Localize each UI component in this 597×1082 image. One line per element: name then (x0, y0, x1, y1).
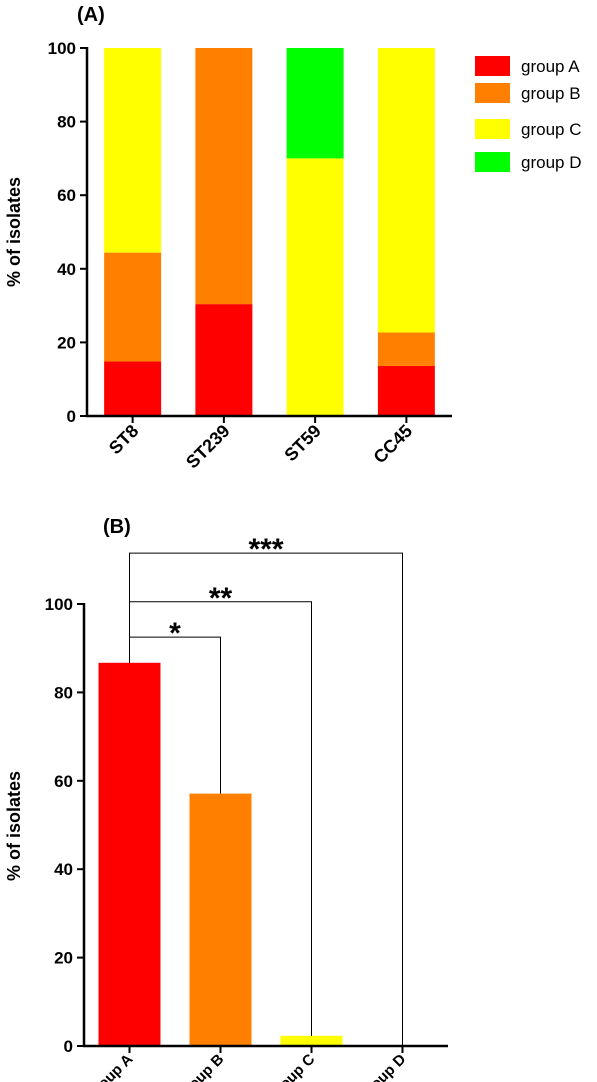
legend-label-group-a: group A (521, 57, 580, 76)
y-tick-label: 100 (48, 39, 76, 58)
y-tick-label: 0 (64, 1037, 73, 1056)
y-tick-label: 100 (45, 595, 73, 614)
y-tick-label: 80 (54, 683, 73, 702)
x-tick-label-group-b: group B (175, 1051, 228, 1082)
significance-label-group-c: ** (209, 582, 233, 615)
bar-st239-group-a (195, 304, 253, 416)
legend-label-group-d: group D (521, 153, 581, 172)
x-tick-label-st8: ST8 (105, 421, 142, 458)
panel-a-y-axis-title: % of isolates (4, 177, 24, 287)
panel-a: (A) % of isolates ST8 ST239 ST59 CC45 0 20 40 6… (4, 4, 581, 472)
significance-label-group-d: *** (248, 533, 283, 566)
bar-group-c (280, 1035, 343, 1046)
panel-b: (B) % of isolates group A group B group C g… (4, 516, 448, 1082)
panel-b-y-axis-title: % of isolates (4, 771, 24, 881)
bar-st8-group-b (104, 252, 162, 362)
legend-swatch-group-d (475, 152, 510, 172)
y-tick-label: 60 (57, 186, 76, 205)
y-tick-label: 20 (57, 333, 76, 352)
legend-swatch-group-b (475, 83, 510, 103)
y-tick-label: 40 (57, 260, 76, 279)
legend-label-group-c: group C (521, 120, 581, 139)
panel-b-label: (B) (103, 516, 131, 538)
bar-cc45-group-a (377, 365, 435, 416)
y-tick-label: 20 (54, 949, 73, 968)
y-tick-label: 40 (54, 860, 73, 879)
bar-st59-group-d (286, 48, 344, 159)
legend-swatch-group-a (475, 56, 510, 76)
bar-st8-group-c (104, 48, 162, 253)
bar-group-b (189, 793, 252, 1046)
bar-cc45-group-b (377, 332, 435, 366)
y-tick-label: 80 (57, 113, 76, 132)
bar-cc45-group-c (377, 48, 435, 333)
x-tick-label-cc45: CC45 (370, 421, 417, 468)
significance-label-group-b: * (169, 617, 181, 650)
y-tick-label: 0 (67, 407, 76, 426)
bar-st8-group-a (104, 361, 162, 416)
legend-label-group-b: group B (521, 84, 581, 103)
x-tick-label-group-d: group D (357, 1051, 410, 1082)
significance-bracket-group-a-group-d (129, 552, 403, 1046)
panel-a-label: (A) (77, 4, 105, 26)
bar-st59-group-c (286, 158, 344, 416)
bar-group-a (98, 662, 161, 1046)
x-tick-label-st59: ST59 (280, 421, 325, 466)
x-tick-label-st239: ST239 (182, 421, 234, 473)
x-tick-label-group-c: group C (266, 1051, 319, 1082)
x-tick-label-group-a: group A (84, 1051, 136, 1082)
bar-st239-group-b (195, 48, 253, 305)
y-tick-label: 60 (54, 772, 73, 791)
legend-swatch-group-c (475, 119, 510, 139)
